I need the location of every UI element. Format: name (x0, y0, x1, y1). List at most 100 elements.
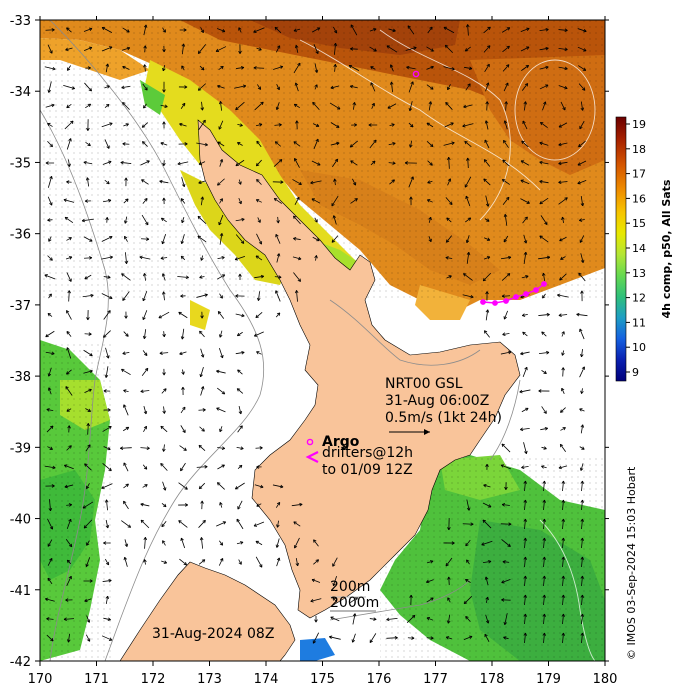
current-vector-head (561, 575, 566, 579)
current-vector-head (274, 26, 279, 31)
current-vector (159, 180, 169, 184)
current-vector (219, 293, 223, 299)
current-vector (106, 499, 108, 511)
current-vector-head (108, 637, 113, 641)
current-vector (199, 65, 205, 71)
current-vector-head (142, 316, 146, 321)
current-vector-head (108, 426, 112, 430)
current-vector (465, 83, 471, 91)
current-vector-head (445, 562, 449, 567)
current-vector-head (332, 563, 336, 567)
current-vector-head (160, 256, 164, 260)
current-vector-head (350, 24, 354, 28)
current-vector (446, 275, 452, 279)
current-vector (142, 291, 148, 301)
current-vector (82, 294, 94, 298)
current-vector (218, 214, 224, 226)
current-vector-head (352, 102, 356, 106)
current-vector-head (523, 537, 528, 541)
current-vector (101, 122, 113, 128)
current-vector (140, 519, 150, 529)
current-vector (521, 465, 529, 469)
current-vector (314, 84, 318, 90)
current-vector-head (578, 272, 582, 277)
current-vector-head (240, 66, 245, 70)
current-vector-head (465, 578, 469, 583)
current-vector-head (275, 106, 280, 111)
current-vector (426, 560, 434, 564)
current-vector (311, 27, 321, 33)
current-vector-head (464, 140, 468, 145)
current-vector (523, 442, 527, 454)
current-vector-head (523, 613, 528, 617)
current-vector (295, 82, 299, 92)
current-vector-head (559, 238, 563, 242)
current-vector-head (293, 237, 297, 241)
current-vector-head (526, 46, 530, 50)
current-vector (200, 255, 204, 261)
current-vector-head (47, 387, 52, 391)
current-vector (539, 161, 549, 165)
current-vector (409, 101, 413, 111)
current-vector (142, 310, 148, 320)
current-vector-head (159, 179, 163, 184)
current-vector (426, 66, 434, 70)
current-vector (142, 141, 148, 147)
current-vector (66, 331, 72, 337)
current-vector-head (296, 196, 300, 201)
lat-tick-label: -40 (10, 513, 31, 528)
source-label: NRT00 GSL (385, 376, 463, 392)
current-vector (577, 180, 587, 184)
current-vector (558, 314, 568, 316)
current-vector-head (525, 407, 529, 412)
current-vector (310, 180, 322, 184)
current-vector-head (542, 594, 547, 598)
current-vector (559, 444, 567, 452)
current-vector (123, 123, 129, 127)
current-vector (463, 635, 473, 641)
current-vector-head (126, 29, 130, 33)
lon-tick-label: 171 (84, 672, 109, 687)
current-vector (352, 178, 356, 186)
current-vector-head (447, 527, 451, 531)
current-vector (47, 446, 53, 450)
current-vector-head (63, 198, 67, 202)
current-vector-head (162, 487, 167, 491)
current-vector (66, 518, 72, 530)
current-vector (331, 195, 339, 207)
current-vector (85, 141, 91, 147)
current-vector (236, 388, 244, 394)
current-vector-head (103, 389, 107, 393)
current-vector-head (370, 82, 374, 86)
current-vector-head (558, 161, 562, 166)
current-vector (294, 197, 300, 205)
current-vector (66, 27, 72, 33)
current-vector-head (488, 504, 492, 508)
current-vector (198, 83, 206, 91)
current-vector (85, 557, 91, 567)
current-vector (521, 65, 529, 71)
current-vector (256, 351, 262, 355)
current-vector-head (89, 256, 93, 260)
colorbar-tick-label: 9 (632, 366, 639, 379)
current-vector (408, 176, 414, 188)
current-vector-head (66, 639, 71, 643)
current-vector (102, 161, 112, 165)
current-vector-head (503, 214, 508, 218)
current-vector-head (143, 410, 148, 415)
current-vector (314, 63, 318, 73)
current-vector (502, 504, 510, 506)
current-vector-head (506, 196, 510, 201)
current-vector (219, 540, 223, 546)
current-vector (162, 481, 166, 491)
current-vector-head (348, 64, 353, 69)
current-vector-head (68, 278, 72, 282)
current-vector-head (545, 65, 549, 70)
current-vector-head (279, 65, 284, 69)
current-vector-head (182, 429, 186, 433)
lat-tick-label: -39 (10, 441, 31, 456)
current-vector (48, 236, 52, 242)
current-vector (482, 272, 492, 282)
current-vector (86, 540, 90, 546)
current-vector (462, 523, 474, 525)
